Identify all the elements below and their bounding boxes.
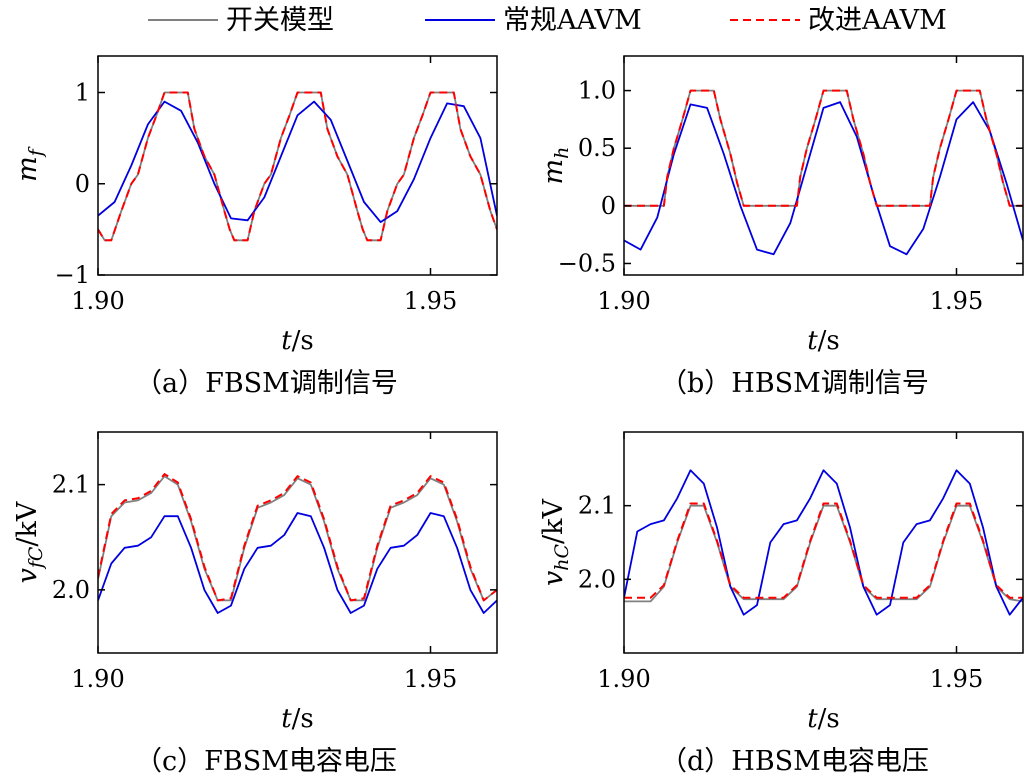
y-tick-label: 2.0 (52, 576, 90, 604)
legend-label: 开关模型 (226, 5, 334, 36)
x-axis-label: t/s (807, 704, 840, 734)
y-axis-label: mf (12, 146, 47, 182)
y-tick-label: −1 (55, 261, 90, 289)
legend-item: 开关模型 (148, 5, 334, 36)
panel-d: 2.0 2.1 1.90 1.95 t/s vhC/kV （d）HBSM电容电压 (538, 431, 1024, 777)
y-tick-label: 0 (75, 170, 90, 198)
x-tick-label: 1.90 (71, 665, 124, 693)
x-tick-label: 1.90 (597, 287, 650, 315)
series-line (624, 504, 1023, 603)
series-group (98, 91, 497, 242)
series-line (624, 469, 1023, 616)
legend-item: 常规AAVM (425, 5, 642, 36)
y-tick-label: 1.0 (578, 77, 616, 105)
plot-frame (97, 55, 498, 276)
series-line (624, 101, 1023, 256)
series-line (98, 512, 497, 614)
x-tick-label: 1.90 (71, 287, 124, 315)
panel-b: −0.5 0 0.5 1.0 1.90 1.95 t/s mh （b）HBSM调制信号 (538, 55, 1024, 399)
y-tick-label: 2.0 (578, 565, 616, 593)
plot-frame (623, 431, 1024, 654)
y-tick-label: 1 (75, 79, 90, 107)
series-group (98, 473, 497, 614)
x-tick-label: 1.90 (597, 665, 650, 693)
x-axis-label: t/s (807, 326, 840, 356)
y-tick-label: 2.1 (578, 492, 616, 520)
panel-caption: （c）FBSM电容电压 (135, 746, 397, 777)
x-tick-label: 1.95 (404, 287, 457, 315)
series-line (98, 91, 497, 242)
series-line (624, 502, 1023, 599)
series-line (98, 100, 497, 224)
panel-a: −1 0 1 1.90 1.95 t/s mf （a）FBSM调制信号 (12, 55, 498, 399)
y-axis-label: vhC/kV (538, 499, 573, 587)
series-line (624, 89, 1023, 207)
x-tick-label: 1.95 (930, 665, 983, 693)
series-group (624, 89, 1023, 256)
legend-item: 改进AAVM (730, 5, 947, 36)
y-axis-label: vfC/kV (12, 501, 47, 583)
y-axis-label: mh (538, 147, 573, 185)
series-line (98, 475, 497, 602)
y-tick-label: −0.5 (558, 249, 616, 277)
legend-label: 改进AAVM (808, 5, 947, 36)
series-group (624, 469, 1023, 616)
x-axis-label: t/s (281, 704, 314, 734)
x-axis-label: t/s (281, 326, 314, 356)
y-tick-label: 0 (601, 192, 616, 220)
plot-frame (623, 55, 1024, 276)
y-tick-label: 2.1 (52, 471, 90, 499)
panel-c: 2.0 2.1 1.90 1.95 t/s vfC/kV （c）FBSM电容电压 (12, 431, 498, 777)
panel-caption: （b）HBSM调制信号 (660, 368, 929, 399)
series-line (98, 473, 497, 602)
panel-caption: （d）HBSM电容电压 (660, 746, 929, 777)
legend: 开关模型 常规AAVM 改进AAVM (148, 5, 947, 36)
legend-label: 常规AAVM (503, 5, 642, 36)
panels: −1 0 1 1.90 1.95 t/s mf （a）FBSM调制信号 −0.5 0 0.5 1.0 1… (12, 55, 1024, 777)
panel-caption: （a）FBSM调制信号 (135, 368, 398, 399)
y-tick-label: 0.5 (578, 134, 616, 162)
x-tick-label: 1.95 (930, 287, 983, 315)
plot-frame (97, 431, 498, 654)
x-tick-label: 1.95 (404, 665, 457, 693)
